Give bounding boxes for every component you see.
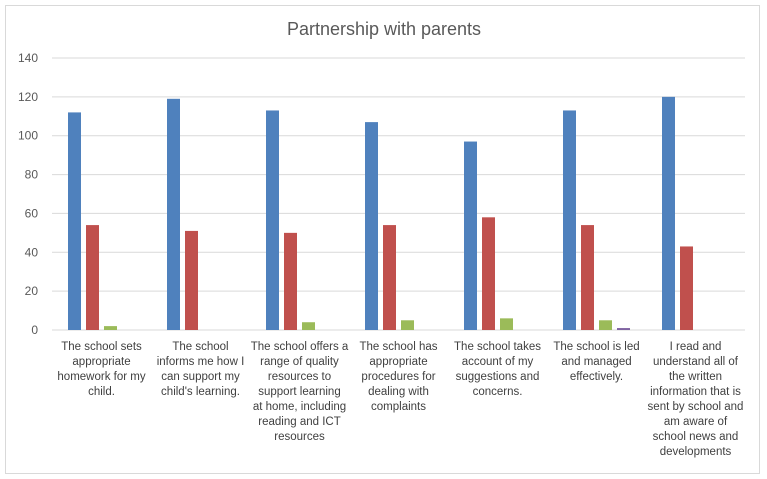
x-category-label-line: I read and: [670, 341, 722, 353]
x-category-label: The school sets appropriate homework for m…: [57, 341, 145, 398]
x-category-label-line: sent by school and: [648, 401, 744, 413]
x-axis-labels: The school sets appropriate homework for m…: [57, 341, 743, 458]
chart-frame: [5, 5, 760, 474]
x-category-label-line: The school is led: [553, 341, 639, 353]
bar: [401, 320, 414, 330]
x-category-label: The school takes account of my suggestions…: [454, 341, 541, 398]
bar: [482, 217, 495, 330]
y-tick-label: 60: [25, 206, 39, 220]
x-category-label-line: information that is: [650, 386, 741, 398]
y-tick-label: 40: [25, 245, 39, 259]
x-category-label-line: homework for my: [57, 371, 145, 383]
x-category-label-line: The school has: [360, 341, 438, 353]
x-category-label: The school offers a range of quality resou…: [251, 341, 349, 443]
bar: [86, 225, 99, 330]
bar: [500, 318, 513, 330]
x-category-label-line: resources: [274, 431, 325, 443]
x-category-label: I read and understand all of the written in…: [648, 341, 744, 458]
x-category-label-line: reading and ICT: [258, 416, 340, 428]
x-category-label-line: range of quality: [260, 356, 339, 368]
bar: [68, 112, 81, 331]
y-tick-label: 100: [18, 129, 38, 143]
bar: [383, 225, 396, 330]
bar: [563, 110, 576, 330]
y-tick-label: 80: [25, 168, 39, 182]
bars: [68, 96, 693, 331]
x-category-label-line: concerns.: [473, 386, 523, 398]
x-category-label-line: resources to: [268, 371, 331, 383]
bar: [662, 96, 675, 330]
gridlines: [52, 57, 745, 331]
chart-title: Partnership with parents: [287, 19, 481, 39]
x-category-label-line: procedures for: [361, 371, 435, 383]
x-category-label-line: informs me how I: [157, 356, 245, 368]
bar: [365, 122, 378, 330]
bar: [599, 320, 612, 330]
x-category-label-line: complaints: [371, 401, 426, 413]
x-category-label-line: and managed: [561, 356, 631, 368]
y-tick-label: 140: [18, 51, 38, 65]
y-axis-ticks: 0 20 40 60 80 100 120 140: [18, 51, 38, 337]
x-category-label-line: effectively.: [570, 371, 623, 383]
bar: [581, 225, 594, 330]
bar: [617, 328, 630, 330]
x-category-label-line: account of my: [462, 356, 534, 368]
bar: [284, 232, 297, 330]
x-category-label-line: The school offers a: [251, 341, 349, 353]
x-category-label-line: developments: [660, 446, 732, 458]
x-category-label-line: suggestions and: [456, 371, 540, 383]
bar: [680, 246, 693, 330]
bar: [167, 98, 180, 330]
bar: [266, 110, 279, 330]
x-category-label-line: understand all of: [653, 356, 739, 368]
x-category-label: The school is led and managed effectively.: [553, 341, 639, 383]
x-category-label-line: child's learning.: [161, 386, 240, 398]
x-category-label-line: appropriate: [72, 356, 130, 368]
x-category-label-line: The school: [172, 341, 228, 353]
bar: [302, 322, 315, 330]
x-category-label-line: The school sets: [61, 341, 142, 353]
x-category-label-line: support learning: [258, 386, 340, 398]
x-category-label-line: dealing with: [368, 386, 429, 398]
x-category-label-line: can support my: [161, 371, 240, 383]
x-category-label-line: appropriate: [369, 356, 427, 368]
bar: [104, 326, 117, 330]
x-category-label: The school has appropriate procedures for d…: [360, 341, 438, 413]
y-tick-label: 0: [31, 323, 38, 337]
x-category-label-line: at home, including: [253, 401, 346, 413]
x-category-label: The school informs me how I can support my…: [157, 341, 245, 398]
x-category-label-line: the written: [669, 371, 722, 383]
y-tick-label: 120: [18, 90, 38, 104]
y-tick-label: 20: [25, 284, 39, 298]
x-category-label-line: The school takes: [454, 341, 541, 353]
x-category-label-line: am aware of: [664, 416, 728, 428]
x-category-label-line: school news and: [653, 431, 739, 443]
bar: [185, 230, 198, 330]
bar: [464, 141, 477, 330]
x-category-label-line: child.: [88, 386, 115, 398]
